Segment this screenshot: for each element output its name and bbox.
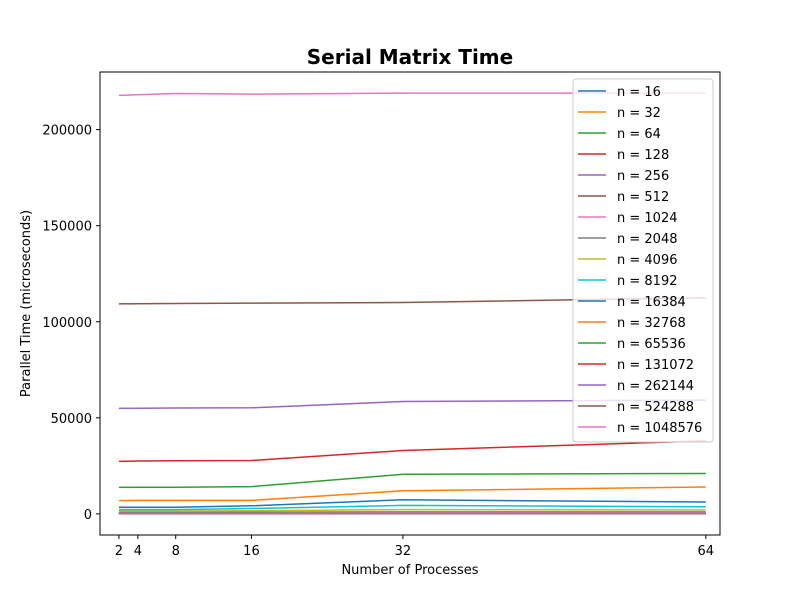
legend: n = 16 n = 32 n = 64 n = 128 n = 256 n = 512 n… (572, 78, 714, 443)
y-tick-label-3: 150000 (42, 220, 92, 235)
plot-frame (99, 71, 721, 536)
legend-label-13: n = 131072 (617, 358, 694, 373)
series-line-16 (118, 92, 706, 97)
x-axis: 2 4 8 16 32 64 (115, 535, 714, 559)
legend-box (572, 78, 714, 443)
series-line-12 (118, 472, 706, 489)
series-line-15 (118, 296, 706, 305)
legend-label-7: n = 2048 (617, 232, 677, 247)
y-tick-label-0: 0 (84, 508, 92, 523)
y-tick-label-4: 200000 (42, 124, 92, 139)
chart-title: Serial Matrix Time (307, 45, 513, 69)
series-line-13 (118, 440, 706, 463)
legend-label-11: n = 32768 (617, 316, 686, 331)
series-line-14 (118, 399, 706, 410)
x-tick-label-0: 2 (115, 544, 123, 559)
x-tick-label-3: 16 (243, 544, 260, 559)
legend-label-0: n = 16 (617, 85, 661, 100)
series-line-9 (118, 504, 706, 511)
legend-label-4: n = 256 (617, 169, 669, 184)
y-axis: 0 50000 100000 150000 200000 (42, 124, 100, 523)
legend-label-5: n = 512 (617, 190, 669, 205)
legend-label-1: n = 32 (617, 106, 661, 121)
legend-label-10: n = 16384 (617, 295, 686, 310)
legend-label-9: n = 8192 (617, 274, 677, 289)
series-line-11 (118, 486, 706, 502)
legend-label-6: n = 1024 (617, 211, 677, 226)
legend-label-2: n = 64 (617, 127, 661, 142)
series-line-8 (118, 508, 706, 512)
legend-label-16: n = 1048576 (617, 421, 702, 436)
x-axis-label: Number of Processes (341, 563, 478, 578)
x-tick-label-1: 4 (134, 544, 142, 559)
x-tick-label-2: 8 (172, 544, 180, 559)
y-axis-label: Parallel Time (microseconds) (19, 210, 34, 397)
legend-label-14: n = 262144 (617, 379, 694, 394)
x-tick-label-4: 32 (395, 544, 412, 559)
y-tick-label-2: 100000 (42, 316, 92, 331)
legend-label-12: n = 65536 (617, 337, 686, 352)
series-line-10 (118, 499, 706, 509)
legend-label-15: n = 524288 (617, 400, 694, 415)
legend-label-3: n = 128 (617, 148, 669, 163)
plot-lines (118, 92, 706, 515)
legend-label-8: n = 4096 (617, 253, 677, 268)
x-tick-label-5: 64 (698, 544, 715, 559)
y-tick-label-1: 50000 (51, 412, 92, 427)
